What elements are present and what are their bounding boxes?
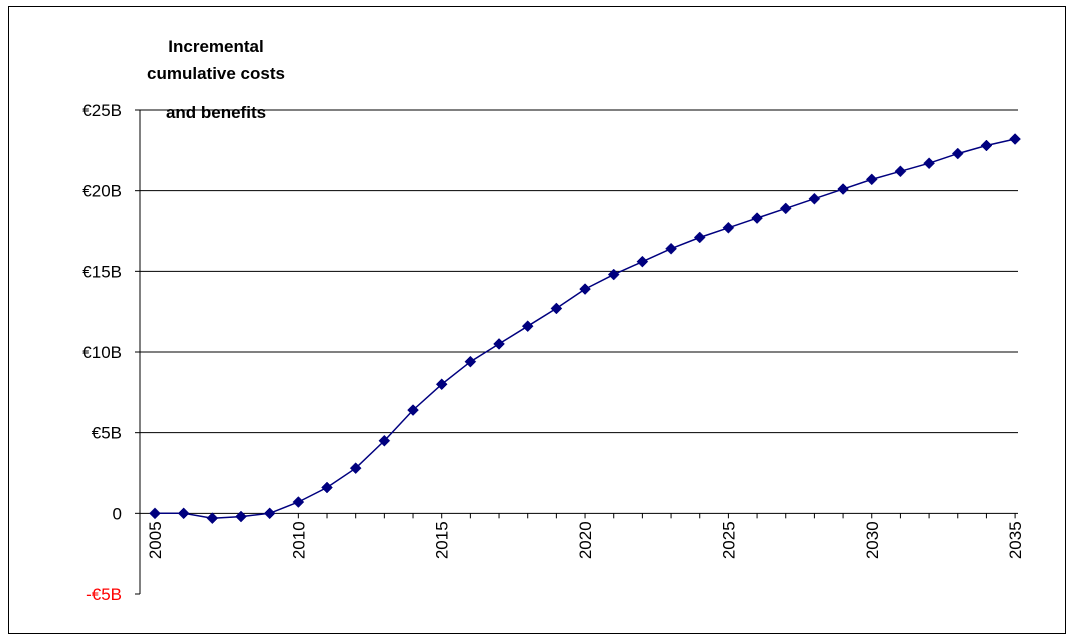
data-point xyxy=(722,221,735,234)
series xyxy=(149,133,1021,525)
y-tick-label: €5B xyxy=(92,424,122,443)
data-point xyxy=(636,255,649,268)
series-line xyxy=(155,138,1016,519)
data-point xyxy=(493,338,505,350)
x-tick-label: 2010 xyxy=(289,521,308,559)
data-point xyxy=(349,462,362,475)
data-point xyxy=(865,173,878,186)
chart-title-line-3: and benefits xyxy=(166,103,266,122)
x-tick-label: 2020 xyxy=(576,521,595,559)
data-point xyxy=(1009,133,1021,145)
data-point xyxy=(779,202,792,215)
chart-title: Incremental cumulative costs and benefit… xyxy=(147,37,285,122)
x-tick-label: 2035 xyxy=(1006,521,1025,559)
chart-title-line-1: Incremental xyxy=(168,37,263,56)
y-tick-label: €25B xyxy=(82,101,122,120)
x-axis-tick-labels: 2005 2010 2015 2020 2025 2030 2035 xyxy=(146,521,1025,559)
data-point xyxy=(808,192,821,205)
data-point xyxy=(665,242,677,255)
data-point xyxy=(235,510,247,523)
data-point xyxy=(951,147,964,160)
data-point xyxy=(263,507,276,520)
y-tick-label: 0 xyxy=(113,504,122,523)
data-point xyxy=(837,183,849,195)
data-point xyxy=(407,404,419,416)
x-tick-label: 2030 xyxy=(863,521,882,559)
data-point xyxy=(292,496,305,508)
y-tick-label: €20B xyxy=(82,182,122,201)
data-point xyxy=(177,507,190,520)
x-tick-label: 2015 xyxy=(433,521,452,559)
y-tick-label: €10B xyxy=(82,343,122,362)
data-point xyxy=(435,378,448,391)
chart-title-line-2: cumulative costs xyxy=(147,64,285,83)
data-point xyxy=(607,268,620,281)
x-tick-label: 2005 xyxy=(146,521,165,559)
data-point xyxy=(923,157,935,170)
y-tick-label: €15B xyxy=(82,262,122,281)
data-point xyxy=(579,283,591,295)
data-point xyxy=(378,434,391,447)
y-axis-tick-labels: €25B €20B €15B €10B €5B 0 -€5B xyxy=(82,101,122,604)
y-tick-label: -€5B xyxy=(86,585,122,604)
data-point xyxy=(550,302,563,315)
gridlines xyxy=(140,109,1018,434)
x-tick-label: 2025 xyxy=(719,521,738,559)
data-point xyxy=(521,320,534,333)
data-point xyxy=(693,231,706,244)
data-point xyxy=(894,165,907,178)
data-point xyxy=(980,139,993,152)
data-point xyxy=(751,212,763,224)
data-point xyxy=(149,507,161,520)
data-point xyxy=(464,355,477,368)
data-point xyxy=(206,512,219,525)
data-point xyxy=(321,481,333,494)
